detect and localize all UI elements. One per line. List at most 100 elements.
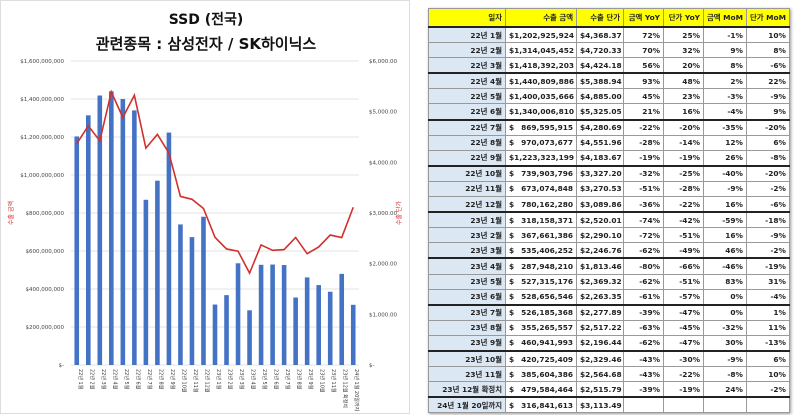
value-cell: $ 2,515.79: [577, 382, 624, 398]
value-cell: -22%: [624, 120, 664, 136]
x-tick-label: 22년 12월: [203, 369, 210, 393]
value-cell: 24%: [704, 382, 747, 398]
date-cell: 22년 6월: [429, 104, 506, 120]
value-cell: $ 2,263.35: [577, 289, 624, 305]
value-cell: $ 5,388.94: [577, 73, 624, 89]
table-row: 23년 2월$ 367,661,386$ 2,290.10-72%-51%16%…: [429, 228, 790, 243]
table-row: 22년 9월$ 1,223,323,199$ 4,183.67-19%-19%2…: [429, 150, 790, 166]
date-cell: 23년 9월: [429, 335, 506, 351]
bar: [293, 297, 298, 365]
value-cell: $ 869,595,915: [506, 120, 577, 136]
value-cell: -39%: [624, 382, 664, 398]
column-header: 일자: [429, 9, 506, 28]
column-header: 수출 단가: [577, 9, 624, 28]
value-cell: $ 2,520.01: [577, 212, 624, 228]
column-header: 단가 MoM: [746, 9, 789, 28]
value-cell: 32%: [664, 43, 704, 58]
value-cell: $ 3,113.49: [577, 397, 624, 413]
chart-plot: $1,600,000,000$1,400,000,000$1,200,000,0…: [1, 1, 411, 415]
bar: [247, 310, 252, 365]
x-tick-label: 23년 1월: [215, 369, 222, 390]
price-line: [77, 92, 353, 273]
x-tick-label: 23년 3월: [238, 369, 245, 390]
value-cell: $ 5,325.05: [577, 104, 624, 120]
value-cell: 1%: [746, 305, 789, 321]
value-cell: 10%: [746, 27, 789, 43]
value-cell: -9%: [704, 351, 747, 367]
x-tick-label: 22년 7월: [146, 369, 153, 390]
date-cell: 23년 8월: [429, 320, 506, 335]
date-cell: 22년 5월: [429, 89, 506, 104]
value-cell: -2%: [746, 243, 789, 259]
value-cell: -36%: [624, 197, 664, 213]
value-cell: -80%: [624, 258, 664, 274]
value-cell: $ 318,158,371: [506, 212, 577, 228]
value-cell: $ 2,564.68: [577, 367, 624, 382]
x-tick-label: 22년 8월: [157, 369, 164, 390]
value-cell: 22%: [746, 73, 789, 89]
value-cell: $ 3,327.20: [577, 166, 624, 182]
right-tick-label: $-: [369, 363, 374, 369]
value-cell: $ 3,270.53: [577, 181, 624, 196]
date-cell: 23년 2월: [429, 228, 506, 243]
bar: [155, 181, 160, 365]
value-cell: $ 527,315,176: [506, 274, 577, 289]
value-cell: -13%: [746, 335, 789, 351]
value-cell: [746, 397, 789, 413]
table-row: 23년 6월$ 528,656,546$ 2,263.35-61%-57%0%-…: [429, 289, 790, 305]
date-cell: 22년 7월: [429, 120, 506, 136]
bar: [86, 115, 91, 365]
x-tick-label: 22년 2월: [88, 369, 95, 390]
bar: [144, 200, 149, 365]
value-cell: $ 4,424.18: [577, 58, 624, 74]
date-cell: 22년 1월: [429, 27, 506, 43]
date-cell: 23년 5월: [429, 274, 506, 289]
value-cell: -51%: [624, 181, 664, 196]
table-row: 22년 7월$ 869,595,915$ 4,280.69-22%-20%-35…: [429, 120, 790, 136]
left-tick-label: $1,600,000,000: [20, 59, 64, 65]
value-cell: 21%: [624, 104, 664, 120]
right-tick-label: $4,000.00: [369, 160, 397, 166]
value-cell: -32%: [624, 166, 664, 182]
x-tick-label: 23년 9월: [307, 369, 314, 390]
date-cell: 23년 1월: [429, 212, 506, 228]
value-cell: 12%: [704, 135, 747, 150]
value-cell: 10%: [746, 367, 789, 382]
date-cell: 22년 8월: [429, 135, 506, 150]
value-cell: -9%: [746, 89, 789, 104]
value-cell: -4%: [746, 289, 789, 305]
x-tick-label: 23년 12월 확정치: [342, 369, 349, 408]
date-cell: 24년 1월 20일까지: [429, 397, 506, 413]
date-cell: 23년 7월: [429, 305, 506, 321]
date-cell: 22년 9월: [429, 150, 506, 166]
value-cell: -62%: [624, 335, 664, 351]
x-tick-label: 23년 4월: [250, 369, 257, 390]
value-cell: $ 3,089.86: [577, 197, 624, 213]
x-tick-label: 23년 2월: [227, 369, 234, 390]
left-axis-title: 수출 금액: [7, 201, 15, 225]
bar: [178, 224, 183, 365]
date-cell: 22년 4월: [429, 73, 506, 89]
table-row: 22년 8월$ 970,073,677$ 4,551.96-28%-14%12%…: [429, 135, 790, 150]
table-row: 23년 8월$ 355,265,557$ 2,517.22-63%-45%-32…: [429, 320, 790, 335]
table-row: 23년 7월$ 526,185,368$ 2,277.89-39%-47%0%1…: [429, 305, 790, 321]
value-cell: $ 1,440,809,886: [506, 73, 577, 89]
value-cell: -40%: [704, 166, 747, 182]
right-tick-label: $3,000.00: [369, 211, 397, 217]
right-tick-label: $2,000.00: [369, 262, 397, 268]
value-cell: -47%: [664, 305, 704, 321]
date-cell: 23년 11월: [429, 367, 506, 382]
value-cell: $ 526,185,368: [506, 305, 577, 321]
value-cell: -35%: [704, 120, 747, 136]
value-cell: -47%: [664, 335, 704, 351]
x-tick-label: 22년 9월: [169, 369, 176, 390]
value-cell: -19%: [664, 382, 704, 398]
left-tick-label: $200,000,000: [26, 325, 65, 331]
table-row: 23년 4월$ 287,948,210$ 1,813.46-80%-66%-46…: [429, 258, 790, 274]
value-cell: $ 367,661,386: [506, 228, 577, 243]
x-tick-label: 22년 11월: [192, 369, 199, 393]
